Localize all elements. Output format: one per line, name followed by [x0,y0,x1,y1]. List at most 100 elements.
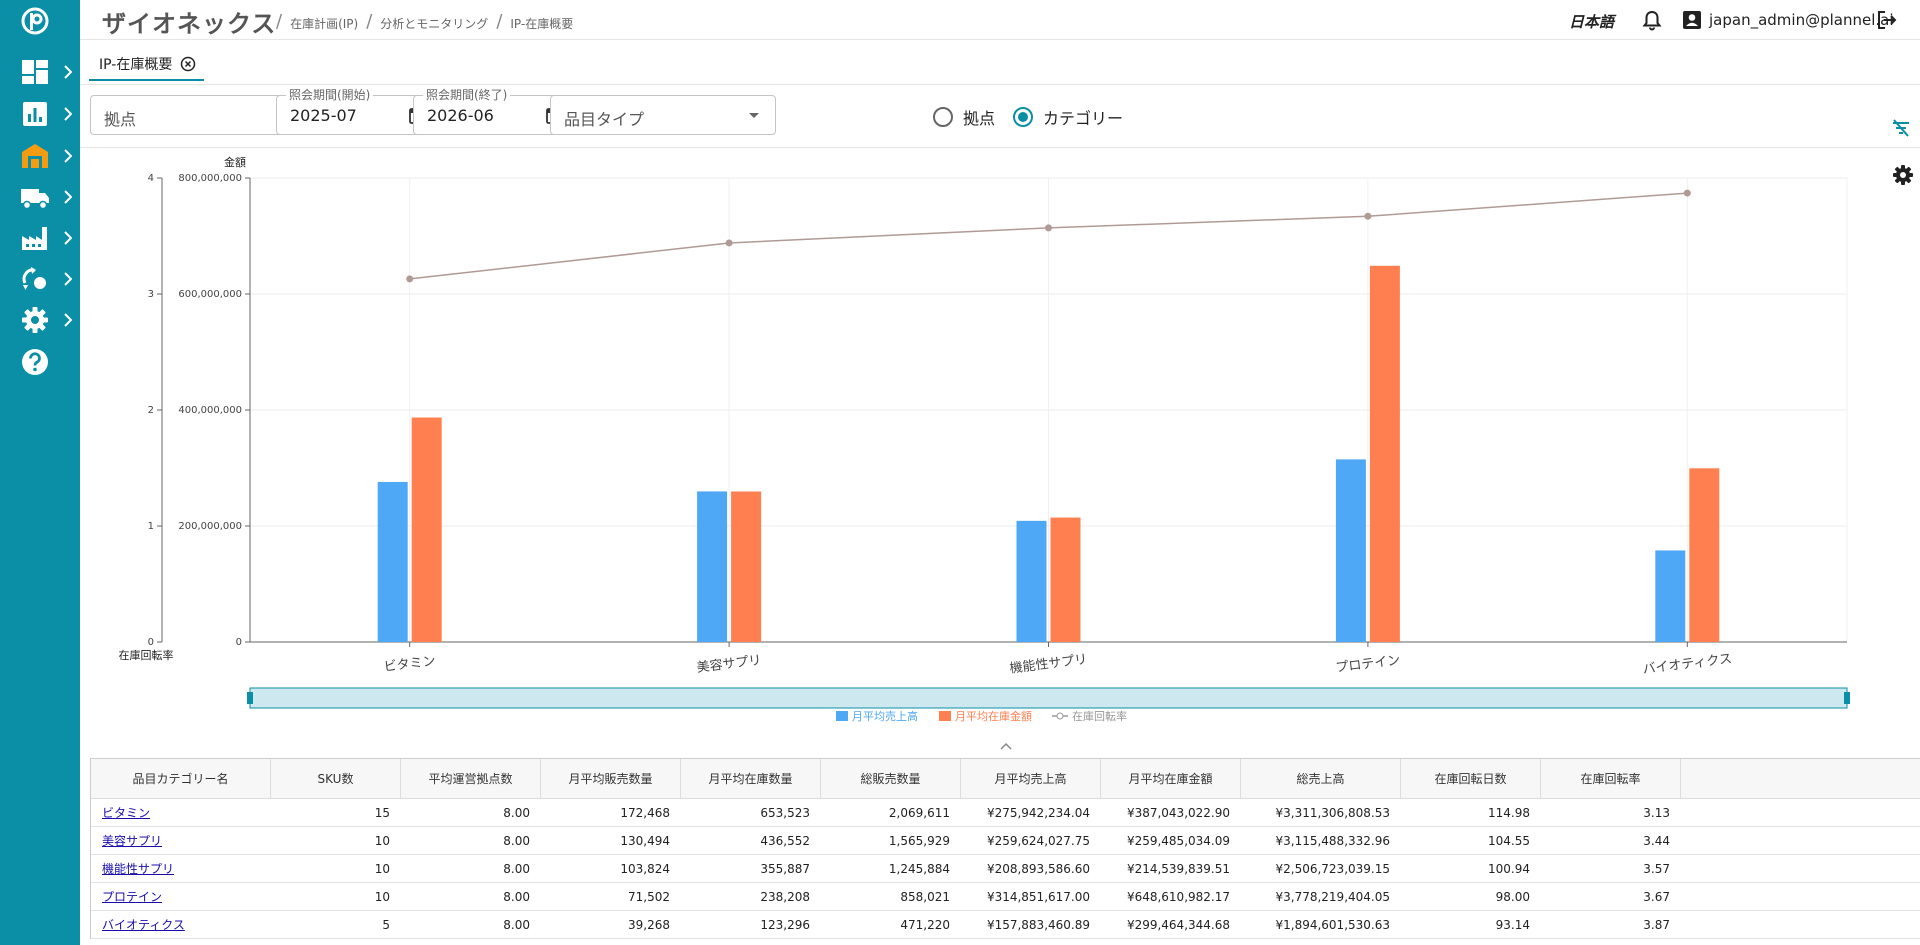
period-end-field[interactable]: 照会期間(終了) 2026-06 [413,88,573,135]
chevron-up-icon[interactable] [999,741,1013,751]
logo-icon[interactable] [20,6,50,36]
language-selector[interactable]: 日本語 [1569,13,1615,31]
table-header-cell[interactable]: 在庫回転日数 [1401,759,1541,799]
table-cell: 8.00 [503,834,530,848]
chart-bars [377,265,1720,642]
bar-sales [1655,550,1686,642]
recycle-icon [22,267,46,290]
filter-bar: 拠点 照会期間(開始) 2025-07 照会期間(終了) 2026-06 品目タ… [80,85,1920,148]
table-header-cell[interactable]: 平均運営拠点数 [401,759,541,799]
table-cell: 172,468 [620,806,670,820]
truck-icon [21,189,49,210]
chart-axes [157,177,1847,647]
turnover-point [1045,224,1052,232]
legend-label-inventory: 月平均在庫金額 [955,709,1032,723]
logout-icon[interactable] [1875,8,1899,32]
tab-ip-inventory-overview[interactable]: IP-在庫概要 [89,48,205,81]
nav-settings[interactable] [0,300,80,340]
app-title: ザイオネックス [102,10,277,38]
category-link[interactable]: バイオティクス [102,918,185,932]
warehouse-icon [22,144,48,168]
chart-zoom-slider[interactable] [247,687,1850,709]
bar-sales [697,491,728,642]
radio-category-circle[interactable] [1013,107,1033,127]
table-cell: 130,494 [620,834,670,848]
table-header-cell[interactable]: 月平均在庫金額 [1101,759,1241,799]
table-cell: 10 [374,862,390,876]
left-axis-title: 金額 [224,155,246,169]
nav-production[interactable] [0,218,80,258]
table-header-cell[interactable]: 月平均売上高 [961,759,1101,799]
table-header-cell[interactable]: 総販売数量 [821,759,961,799]
right-tick-label: 4 [148,173,154,184]
table-cell: ¥3,115,488,332.96 [1275,834,1390,848]
left-tick-label: 600,000,000 [178,289,242,300]
table-header-cell[interactable]: 月平均販売数量 [541,759,681,799]
table-header-cell[interactable]: 総売上高 [1241,759,1401,799]
help-icon [22,349,48,375]
turnover-point [406,275,414,283]
bell-icon[interactable] [1641,9,1663,31]
table-cell: 123,296 [760,918,810,932]
period-start-value: 2025-07 [290,106,357,125]
table-cell: 8.00 [503,918,530,932]
filter-off-icon[interactable] [1890,117,1912,139]
breadcrumb-separator: / [276,11,283,32]
chevron-right-icon [64,272,72,286]
breadcrumb-item[interactable]: 在庫計画(IP) [290,17,359,31]
table-cell: 471,220 [900,918,950,932]
x-tick-label: 機能性サプリ [1009,652,1088,676]
user-icon [1683,11,1701,29]
table-cell: ¥275,942,234.04 [986,806,1090,820]
table-cell: ¥3,778,219,404.05 [1275,890,1390,904]
close-icon[interactable] [180,56,196,72]
category-link[interactable]: 美容サプリ [102,834,163,848]
x-tick-label: プロテイン [1335,653,1401,676]
category-link[interactable]: プロテイン [102,890,163,904]
header: ザイオネックス / 在庫計画(IP) / 分析とモニタリング / IP-在庫概要… [80,0,1920,40]
nav-returns[interactable] [0,259,80,299]
radio-category[interactable]: カテゴリー [1013,105,1123,129]
user-email[interactable]: japan_admin@plannel.ai [1709,11,1894,29]
table-cell: 3.67 [1643,890,1670,904]
category-link[interactable]: 機能性サプリ [102,862,175,876]
period-end-label: 照会期間(終了) [423,88,511,102]
breadcrumb-item[interactable]: 分析とモニタリング [380,17,489,31]
table-cell: ¥259,485,034.09 [1126,834,1230,848]
zoom-handle-right[interactable] [1844,692,1850,704]
table-header-cell[interactable]: SKU数 [271,759,401,799]
chart-settings-gear-icon[interactable] [1892,164,1914,186]
period-start-field[interactable]: 照会期間(開始) 2025-07 [276,88,436,135]
table-row: 美容サプリ 10 8.00 130,494 436,552 1,565,929 ¥259,6… [91,827,1920,855]
nav-analytics[interactable] [0,94,80,134]
legend-label-sales: 月平均売上高 [852,709,918,723]
table-cell: ¥259,624,027.75 [986,834,1090,848]
zoom-handle-left[interactable] [247,692,253,704]
nav-inventory[interactable] [0,136,80,176]
table-row: ビタミン 15 8.00 172,468 653,523 2,069,611 ¥275,94… [91,799,1920,827]
table-cell: 3.44 [1643,834,1670,848]
site-placeholder: 拠点 [104,110,137,129]
tab-label: IP-在庫概要 [99,56,173,73]
radio-site[interactable]: 拠点 [933,105,995,129]
tab-bar: IP-在庫概要 [80,40,1920,85]
table-cell: ¥314,851,617.00 [986,890,1090,904]
table-row: バイオティクス 5 8.00 39,268 123,296 471,220 ¥157,883… [91,911,1920,939]
radio-site-circle[interactable] [933,107,953,127]
table-header-cell[interactable]: 在庫回転率 [1541,759,1681,799]
table-header-cell[interactable]: 月平均在庫数量 [681,759,821,799]
nav-help[interactable] [0,342,80,382]
right-tick-label: 0 [148,637,154,648]
chevron-right-icon [64,65,72,79]
table-cell: ¥3,311,306,808.53 [1275,806,1390,820]
chevron-right-icon [64,107,72,121]
nav-dashboard[interactable] [0,52,80,92]
table-row: プロテイン 10 8.00 71,502 238,208 858,021 ¥314,851,… [91,883,1920,911]
x-tick-label: ビタミン [383,654,436,675]
category-link[interactable]: ビタミン [102,806,151,820]
table-cell: ¥208,893,586.60 [986,862,1090,876]
nav-logistics[interactable] [0,177,80,217]
bar-sales [1016,520,1047,642]
table-header-cell[interactable]: 品目カテゴリー名 [91,759,271,799]
item-type-select[interactable]: 品目タイプ [550,95,776,135]
